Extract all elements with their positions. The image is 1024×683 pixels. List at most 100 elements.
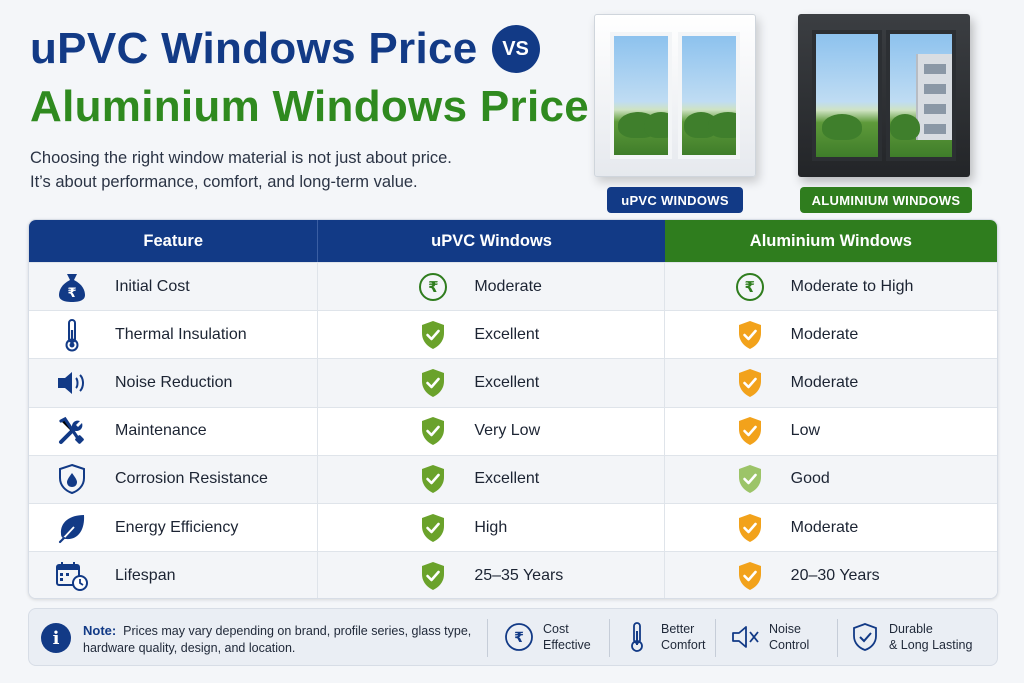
info-icon: i — [41, 623, 71, 653]
title-upvc: uPVC Windows Price — [30, 24, 478, 73]
feature-cost-effective: ₹ Cost Effective — [503, 621, 591, 653]
green-shield-check — [418, 416, 448, 446]
aluminium-cell: Moderate — [665, 359, 997, 406]
upvc-cell: Very Low — [318, 407, 665, 455]
green-shield-check — [418, 368, 448, 398]
upvc-value: High — [474, 518, 508, 536]
aluminium-value: Moderate to High — [790, 277, 914, 295]
aluminium-windows-label: ALUMINIUM WINDOWS — [800, 187, 972, 213]
aluminium-value: 20–30 Years — [790, 566, 880, 584]
orange-shield-check — [735, 368, 765, 398]
table-row: ₹ Initial Cost ₹ Moderate ₹ Moderate to … — [29, 262, 997, 311]
aluminium-cell: Good — [665, 456, 997, 503]
feature-name: Noise Reduction — [115, 373, 233, 391]
shield-check-icon — [849, 621, 881, 653]
feature-comfort-line2: Comfort — [661, 638, 706, 652]
feature-cost-line1: Cost — [543, 622, 569, 636]
thermometer-icon — [621, 621, 653, 653]
feature-cell: Noise Reduction — [29, 359, 319, 407]
feature-cost-line2: Effective — [543, 638, 591, 652]
note-body: Prices may vary depending on brand, prof… — [83, 624, 472, 655]
upvc-cell: Excellent — [318, 359, 665, 407]
subtitle: Choosing the right window material is no… — [30, 146, 500, 194]
feature-durable-line1: Durable — [889, 622, 933, 636]
aluminium-window-image — [798, 14, 970, 177]
table-row: Thermal Insulation Excellent Moderate — [29, 310, 997, 359]
orange-shield-check — [735, 561, 765, 591]
aluminium-value: Low — [790, 422, 821, 440]
note-text: Note: Prices may vary depending on brand… — [83, 622, 483, 657]
upvc-windows-label: uPVC WINDOWS — [607, 187, 743, 213]
green-shield-check — [418, 464, 448, 494]
aluminium-value: Moderate — [790, 373, 859, 391]
money-bag-icon: ₹ — [53, 270, 91, 304]
table-row: Maintenance Very Low Low — [29, 406, 997, 455]
aluminium-value: Good — [790, 470, 830, 488]
svg-text:₹: ₹ — [67, 286, 76, 301]
upvc-window-image — [594, 14, 756, 177]
upvc-cell: High — [318, 503, 665, 552]
title-line1: uPVC Windows Price VS — [30, 24, 589, 74]
svg-text:₹: ₹ — [514, 630, 524, 646]
lightgreen-shield-check — [735, 464, 765, 494]
feature-noise-line1: Noise — [769, 622, 801, 636]
feature-cell: Lifespan — [29, 552, 319, 598]
feature-cell: Corrosion Resistance — [29, 455, 319, 503]
upvc-cell: ₹ Moderate — [318, 263, 665, 311]
aluminium-value: Moderate — [790, 518, 859, 536]
upvc-value: Excellent — [474, 325, 540, 343]
rupee-icon: ₹ — [418, 272, 448, 302]
feature-comfort-line1: Better — [661, 622, 695, 636]
orange-shield-check — [735, 320, 765, 350]
feature-name: Thermal Insulation — [115, 325, 247, 343]
upvc-cell: Excellent — [318, 311, 665, 359]
aluminium-value: Moderate — [790, 325, 859, 343]
tools-icon — [53, 414, 91, 448]
thermometer-icon — [53, 318, 91, 352]
footer-note-bar: i Note: Prices may vary depending on bra… — [28, 608, 998, 666]
subtitle-line2: It’s about performance, comfort, and lon… — [30, 173, 418, 191]
upvc-value: Very Low — [474, 422, 541, 440]
table-row: Lifespan 25–35 Years 20–30 Years — [29, 551, 997, 598]
feature-cell: Maintenance — [29, 407, 319, 455]
subtitle-line1: Choosing the right window material is no… — [30, 149, 452, 167]
calendar-clock-icon — [53, 559, 91, 593]
feature-durable: Durable & Long Lasting — [849, 621, 972, 653]
upvc-value: Moderate — [474, 277, 542, 295]
header-feature: Feature — [29, 220, 319, 262]
upvc-value: Excellent — [474, 373, 540, 391]
comparison-table: Feature uPVC Windows Aluminium Windows ₹… — [28, 219, 998, 599]
feature-name: Initial Cost — [115, 277, 190, 295]
rupee-icon: ₹ — [735, 272, 765, 302]
green-shield-check — [418, 320, 448, 350]
feature-name: Lifespan — [115, 566, 176, 584]
aluminium-cell: Moderate — [665, 311, 997, 358]
green-shield-check — [418, 561, 448, 591]
speaker-icon — [53, 366, 91, 400]
rupee-circle-icon: ₹ — [503, 621, 535, 653]
shield-drop-icon — [53, 462, 91, 496]
title-aluminium: Aluminium Windows Price — [30, 82, 590, 131]
upvc-value: Excellent — [474, 470, 540, 488]
orange-shield-check — [735, 513, 765, 543]
aluminium-cell: Low — [665, 408, 997, 455]
aluminium-cell: Moderate — [665, 504, 997, 551]
feature-name: Corrosion Resistance — [115, 470, 268, 488]
title-block: uPVC Windows Price VS Aluminium Windows … — [30, 24, 589, 132]
feature-cell: Thermal Insulation — [29, 311, 319, 359]
header-upvc: uPVC Windows — [318, 220, 665, 262]
table-row: Noise Reduction Excellent Moderate — [29, 358, 997, 407]
upvc-cell: Excellent — [318, 455, 665, 503]
vs-badge: VS — [491, 25, 540, 73]
note-label: Note: — [83, 623, 117, 638]
table-row: Energy Efficiency High Moderate — [29, 502, 997, 552]
header-aluminium: Aluminium Windows — [664, 220, 997, 262]
green-shield-check — [418, 513, 448, 543]
upvc-cell: 25–35 Years — [318, 552, 665, 598]
feature-noise-control: Noise Control — [729, 621, 809, 653]
feature-name: Maintenance — [115, 422, 207, 440]
feature-better-comfort: Better Comfort — [621, 621, 705, 653]
feature-name: Energy Efficiency — [115, 518, 239, 536]
muted-speaker-icon — [729, 621, 761, 653]
table-row: Corrosion Resistance Excellent Good — [29, 454, 997, 503]
